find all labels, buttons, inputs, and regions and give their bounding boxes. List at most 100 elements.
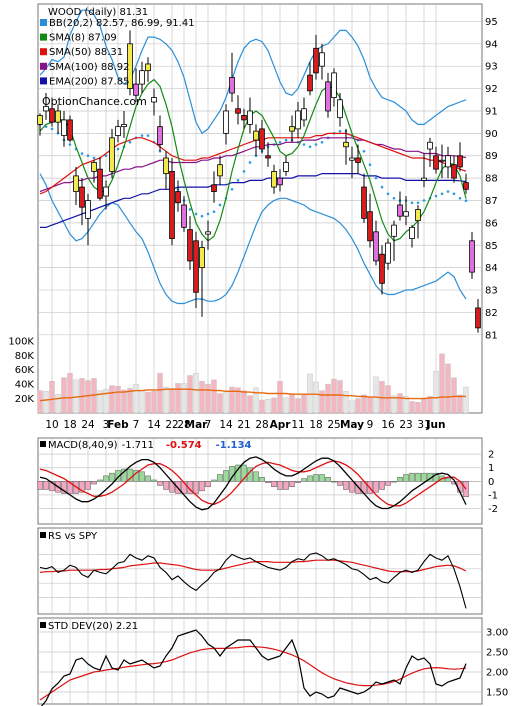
candle-body-up [73,175,79,192]
candle [253,124,259,156]
volume-bar [109,385,115,414]
candle-body-down [67,119,73,141]
price-y-tick: 83 [485,286,498,297]
candle-body-up [91,162,97,172]
volume-bar [259,399,265,414]
candle [217,155,223,185]
volume-bar [55,394,61,414]
x-tick-label: 31 [417,419,430,431]
candle-body-up [85,200,91,219]
candle-body-up [127,43,133,89]
candle [469,231,475,279]
candle [193,231,199,308]
x-tick-label: 14 [147,419,161,431]
volume-bar [391,395,397,414]
bb-mid-dot [452,192,456,196]
macd-value: -1.711 [122,440,154,451]
candle-body-up [349,157,355,161]
candle-body-down [169,171,175,239]
x-tick-label: 10 [45,419,58,431]
candle-body-up [271,171,277,188]
macd-panel: 2 1 0 -1 -2 MACD(8,40,9) -1.711 -0.574 -1.134 [37,437,498,525]
volume-bar [223,392,229,414]
volume-bar [49,381,55,414]
candle [235,95,241,125]
x-tick-label: 28 [255,419,268,431]
x-tick-label: Mar [185,419,209,431]
candle [439,144,445,179]
macd-histogram-bar [277,481,283,490]
macd-histogram-bar [319,474,325,482]
candle-body-up [445,155,451,168]
bb-mid-dot [464,199,468,203]
candle-body-up [61,119,67,136]
bb-mid-dot [242,170,246,173]
volume-bar [337,380,343,414]
bb-mid-dot [320,141,324,144]
bb-mid-dot [314,143,318,146]
price-y-tick: 92 [485,84,498,95]
volume-bar [217,393,223,414]
macd-histogram-bar [109,472,115,482]
macd-histogram-bar [433,472,439,482]
volume-bar [373,376,379,414]
price-candles [37,30,481,333]
candle [463,173,469,194]
volume-bar [385,385,391,414]
bb-mid-dot [206,212,210,216]
bb-mid-dot [212,210,216,213]
x-tick-label: 18 [63,419,76,431]
price-legend: WOOD (daily) 81.31 BB(20,2) 82.57, 86.99… [40,7,195,87]
rs-lines [39,552,467,609]
volume-bar [211,379,217,414]
macd-histogram-bar [139,471,145,482]
candle [247,97,253,134]
bb-mid-dot [104,154,108,158]
macd-histogram-bar [337,481,343,486]
candle [451,155,457,183]
macd-name: MACD(8,40,9) [48,440,118,451]
candle [109,128,115,179]
legend-swatch [40,19,47,26]
macd-line [39,456,467,511]
macd-histogram-bar [91,481,97,485]
candle-body-down [307,74,313,92]
candle-body-down [433,155,439,170]
bb-mid-dot [380,185,384,189]
candle-body-up [385,242,391,264]
volume-bars [37,353,469,414]
bb-mid-dot [368,163,372,166]
macd-histogram-bar [97,479,103,482]
volume-bar [277,381,283,414]
bb-upper-line [39,9,467,135]
candle [199,240,205,317]
candle [163,151,169,190]
macd-histogram-bar [391,481,397,483]
volume-y-tick: 80K [15,351,35,362]
candle-body-up [301,108,307,121]
volume-bar [67,373,73,414]
volume-bar [85,380,91,414]
candle-body-up [319,52,325,67]
candle [397,191,403,221]
candle [385,238,391,270]
candle [61,110,67,147]
bb-mid-dot [236,179,240,182]
candle [139,61,145,94]
macd-lines [39,456,467,511]
candle [97,157,103,201]
volume-y-tick: 40K [15,380,35,391]
candle [127,30,133,96]
volume-bar [361,394,367,414]
volume-bar [127,388,133,414]
volume-bar [421,399,427,414]
candle-body-up [409,226,415,239]
volume-bar [427,396,433,414]
macd-histogram-bar [379,481,385,490]
candle-body-down [277,177,283,186]
candle [373,220,379,266]
candle-body-up [247,110,253,125]
candle-body-down [475,307,481,329]
macd-histogram-bar [343,481,349,490]
macd-histogram-bar [67,481,73,494]
